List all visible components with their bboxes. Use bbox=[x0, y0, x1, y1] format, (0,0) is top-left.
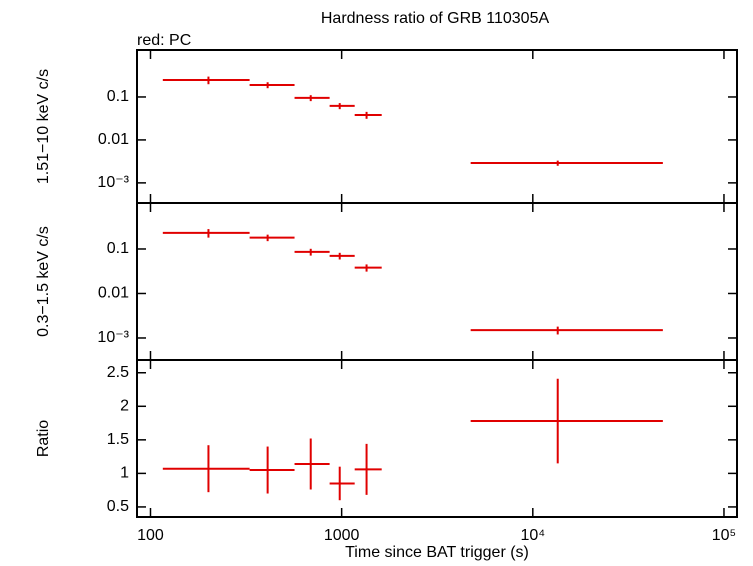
x-tick-label: 100 bbox=[137, 527, 164, 544]
y-axis-label: 0.3−1.5 keV c/s bbox=[35, 226, 52, 337]
subtitle: red: PC bbox=[137, 32, 191, 49]
y-tick-label: 0.1 bbox=[107, 88, 129, 105]
y-tick-label: 10⁻³ bbox=[97, 174, 129, 191]
y-tick-label: 1.5 bbox=[107, 431, 129, 448]
y-axis-label: Ratio bbox=[35, 420, 52, 457]
y-tick-label: 1 bbox=[120, 465, 129, 482]
y-tick-label: 0.1 bbox=[107, 240, 129, 257]
x-axis-label: Time since BAT trigger (s) bbox=[345, 544, 529, 561]
y-tick-label: 10⁻³ bbox=[97, 329, 129, 346]
y-tick-label: 2 bbox=[120, 398, 129, 415]
y-tick-label: 0.01 bbox=[98, 131, 129, 148]
plot-frame bbox=[136, 202, 738, 361]
x-tick-label: 10⁵ bbox=[712, 527, 736, 544]
y-tick-label: 0.5 bbox=[107, 498, 129, 515]
plot-frame bbox=[136, 49, 738, 204]
y-tick-label: 2.5 bbox=[107, 364, 129, 381]
x-tick-label: 10⁴ bbox=[520, 527, 545, 544]
y-tick-label: 0.01 bbox=[98, 285, 129, 302]
y-axis-label: 1.51−10 keV c/s bbox=[35, 69, 52, 184]
plot-frame bbox=[136, 359, 738, 518]
x-tick-label: 1000 bbox=[324, 527, 360, 544]
chart-title: Hardness ratio of GRB 110305A bbox=[321, 10, 550, 27]
